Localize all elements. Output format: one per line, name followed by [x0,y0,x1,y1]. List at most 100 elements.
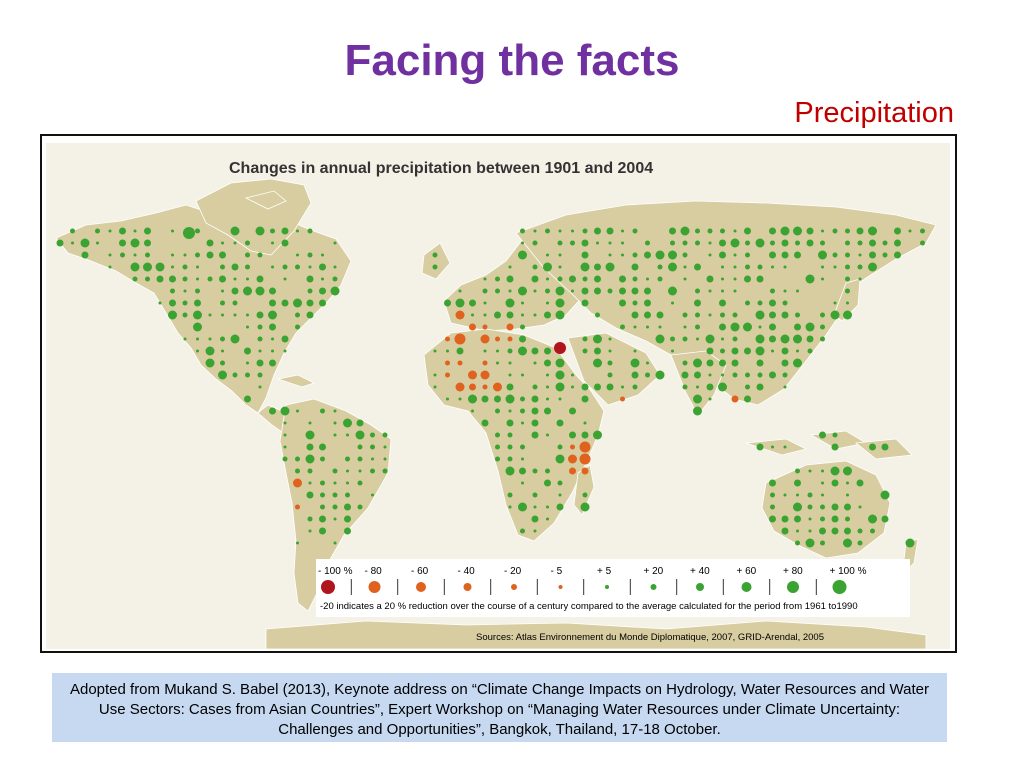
precipitation-dot [832,432,838,438]
precipitation-dot [631,263,639,271]
precipitation-dot [693,394,702,404]
precipitation-dot [305,454,315,464]
precipitation-dot [506,323,514,331]
precipitation-dot [244,347,251,355]
precipitation-dot [744,347,751,355]
precipitation-dot [269,359,276,367]
precipitation-dot [295,264,300,270]
legend-value: - 20 [504,566,522,577]
precipitation-dot [532,240,538,246]
precipitation-dot [506,419,514,427]
precipitation-dot [821,277,824,281]
precipitation-dot [546,385,549,389]
precipitation-dot [820,504,825,510]
precipitation-dot [258,385,262,389]
precipitation-dot [183,253,187,257]
precipitation-dot [733,265,737,269]
precipitation-dot [332,276,338,282]
precipitation-dot [521,301,524,305]
precipitation-dot [581,299,589,307]
precipitation-dot [219,275,226,283]
precipitation-dot [155,262,165,272]
precipitation-dot [644,287,651,295]
map-title: Changes in annual precipitation between … [229,160,653,177]
precipitation-dot [558,229,562,233]
precipitation-dot [745,264,750,270]
precipitation-dot [743,322,752,332]
precipitation-dot [820,312,825,318]
precipitation-dot [733,277,737,281]
precipitation-dot [758,325,762,329]
precipitation-dot [246,313,249,317]
precipitation-dot [669,227,676,235]
precipitation-dot [831,515,839,523]
precipitation-dot [357,480,363,486]
precipitation-dot [295,312,300,318]
legend-value: + 80 [783,566,803,577]
precipitation-dot [346,481,349,485]
precipitation-dot [843,466,852,476]
precipitation-dot [733,229,737,233]
precipitation-dot [744,227,751,235]
precipitation-dot [693,406,702,416]
precipitation-dot [820,240,825,246]
precipitation-dot [183,289,187,293]
precipitation-dot [920,240,925,246]
precipitation-dot [782,372,788,378]
precipitation-dot [845,264,850,270]
precipitation-dot [620,396,625,402]
precipitation-dot [845,276,850,282]
precipitation-dot [596,241,599,245]
precipitation-dot [869,443,876,451]
precipitation-dot [632,228,638,234]
precipitation-dot [706,383,714,391]
precipitation-dot [193,310,202,320]
precipitation-dot [755,334,765,344]
precipitation-dot [719,239,726,247]
precipitation-dot [831,503,839,511]
precipitation-dot [783,385,787,389]
legend-value: + 100 % [830,566,867,577]
precipitation-dot [783,265,787,269]
precipitation-dot [445,336,450,342]
precipitation-dot [531,407,539,415]
precipitation-dot [645,372,650,378]
precipitation-dot [320,480,325,486]
precipitation-dot [233,313,237,317]
precipitation-dot [218,370,227,380]
precipitation-dot [820,336,825,342]
precipitation-dot [721,337,724,341]
precipitation-dot [607,288,613,294]
precipitation-dot [857,240,863,246]
precipitation-dot [718,382,727,392]
precipitation-dots [56,226,925,548]
precipitation-dot [257,252,263,258]
precipitation-dot [556,503,564,511]
precipitation-dot [557,444,563,450]
precipitation-dot [333,409,337,413]
precipitation-dot [832,228,838,234]
precipitation-dot [507,336,513,342]
precipitation-dot [457,360,463,366]
precipitation-dot [783,289,787,293]
precipitation-dot [383,445,387,449]
precipitation-dot [321,277,324,281]
precipitation-dot [769,335,776,343]
precipitation-dot [531,419,539,427]
precipitation-dot [356,419,364,427]
precipitation-dot [546,373,549,377]
precipitation-dot [831,443,839,451]
precipitation-dot [806,227,814,235]
precipitation-dot [171,253,174,257]
precipitation-dot [581,287,589,295]
precipitation-dot [807,348,813,354]
precipitation-dot [858,505,862,509]
precipitation-dot [546,253,549,257]
precipitation-dot [756,359,764,367]
precipitation-dot [456,347,464,355]
precipitation-dot [783,493,787,497]
precipitation-dot [307,516,313,522]
precipitation-dot [846,301,849,305]
precipitation-dot [807,504,813,510]
precipitation-dot [858,277,862,281]
